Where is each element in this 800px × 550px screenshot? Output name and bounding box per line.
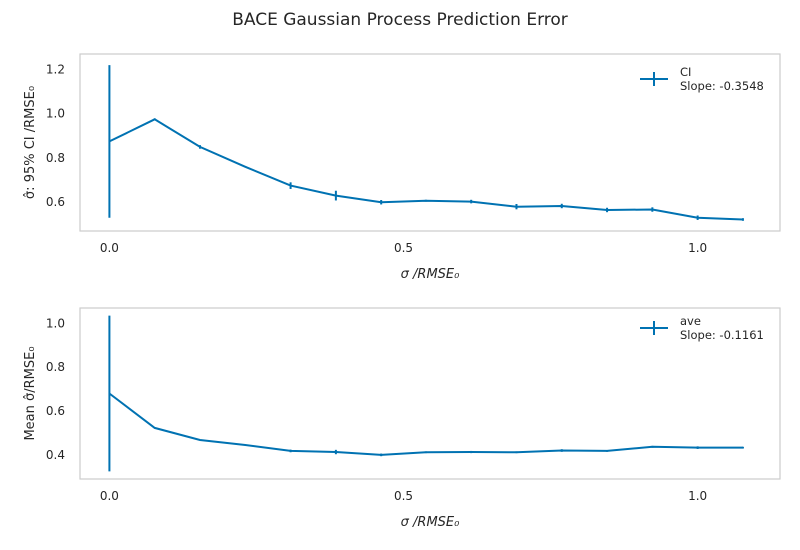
legend-slope: Slope: -0.1161 bbox=[680, 328, 764, 342]
y-tick-label: 0.8 bbox=[46, 360, 65, 374]
x-axis-label: σ /RMSE₀ bbox=[401, 515, 460, 530]
x-tick-label: 1.0 bbox=[688, 489, 707, 503]
y-axis-label: Mean σ̂/RMSE₀ bbox=[23, 346, 38, 440]
y-tick-label: 0.6 bbox=[46, 195, 65, 209]
x-axis-label: σ /RMSE₀ bbox=[401, 267, 460, 282]
x-tick-label: 0.0 bbox=[100, 241, 119, 255]
legend-slope: Slope: -0.3548 bbox=[680, 79, 764, 93]
x-tick-label: 0.5 bbox=[394, 241, 413, 255]
axes-frame bbox=[79, 307, 781, 480]
y-tick-label: 0.8 bbox=[46, 151, 65, 165]
y-tick-label: 0.4 bbox=[46, 448, 65, 462]
x-tick-label: 0.5 bbox=[394, 489, 413, 503]
axes-frame bbox=[79, 53, 781, 232]
legend-label: CI bbox=[680, 65, 691, 79]
series-line bbox=[108, 118, 743, 221]
y-tick-label: 1.0 bbox=[46, 316, 65, 330]
legend-label: ave bbox=[680, 314, 701, 328]
y-tick-label: 0.6 bbox=[46, 404, 65, 418]
figure-title: BACE Gaussian Process Prediction Error bbox=[232, 10, 568, 30]
y-axis-label: σ̂: 95% CI /RMSE₀ bbox=[23, 86, 38, 199]
top-panel: 0.0 0.5 1.0 0.6 0.8 1.0 1.2 σ /RMSE₀ σ̂: 95% CI … bbox=[23, 53, 781, 282]
y-tick-label: 1.2 bbox=[46, 62, 65, 76]
x-tick-label: 1.0 bbox=[688, 241, 707, 255]
series-line bbox=[108, 392, 743, 456]
bottom-panel: 0.0 0.5 1.0 0.4 0.6 0.8 1.0 σ /RMSE₀ Mean σ̂/RMS… bbox=[23, 307, 781, 530]
x-tick-label: 0.0 bbox=[100, 489, 119, 503]
y-tick-label: 1.0 bbox=[46, 107, 65, 121]
